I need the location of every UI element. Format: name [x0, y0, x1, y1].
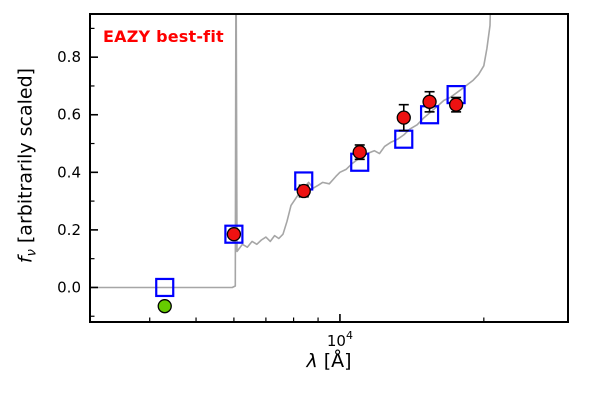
observed-photometry-marker — [352, 145, 367, 160]
observed-photometry-points — [226, 90, 464, 242]
bestfit-annotation: EAZY best-fit — [103, 27, 224, 46]
flux-symbol: f — [14, 256, 37, 264]
y-tick-label: 0.0 — [57, 278, 81, 296]
y-tick-label: 0.6 — [57, 106, 81, 124]
observed-photometry-marker — [226, 227, 242, 242]
x-tick-label: 104 — [327, 329, 353, 350]
observed-photometry-marker — [422, 94, 437, 109]
low-significance-point-marker — [157, 299, 172, 314]
x-axis-label-units: [Å] — [317, 350, 352, 372]
observed-photometry-marker — [296, 183, 311, 199]
x-axis-label: λ [Å] — [90, 350, 568, 372]
flux-symbol-subscript: ν — [24, 249, 40, 257]
model-photometry-marker — [155, 277, 175, 298]
y-tick-label: 0.8 — [57, 48, 81, 66]
observed-photometry-marker — [448, 97, 464, 112]
y-axis-label-units: [arbitrarily scaled] — [14, 67, 37, 250]
plot-frame — [89, 13, 569, 323]
lambda-symbol: λ — [306, 350, 318, 372]
model-spectrum-line — [90, 14, 492, 289]
observed-photometry-marker — [396, 110, 411, 125]
y-axis-label: fν [arbitrarily scaled] — [15, 12, 40, 320]
low-significance-point-points — [157, 299, 172, 314]
axis-ticks: 0.0 0.2 0.4 0.6 0.8 104 — [57, 27, 569, 350]
y-tick-label: 0.4 — [57, 163, 81, 181]
y-tick-label: 0.2 — [57, 221, 81, 239]
model-photometry-marker — [224, 224, 244, 244]
